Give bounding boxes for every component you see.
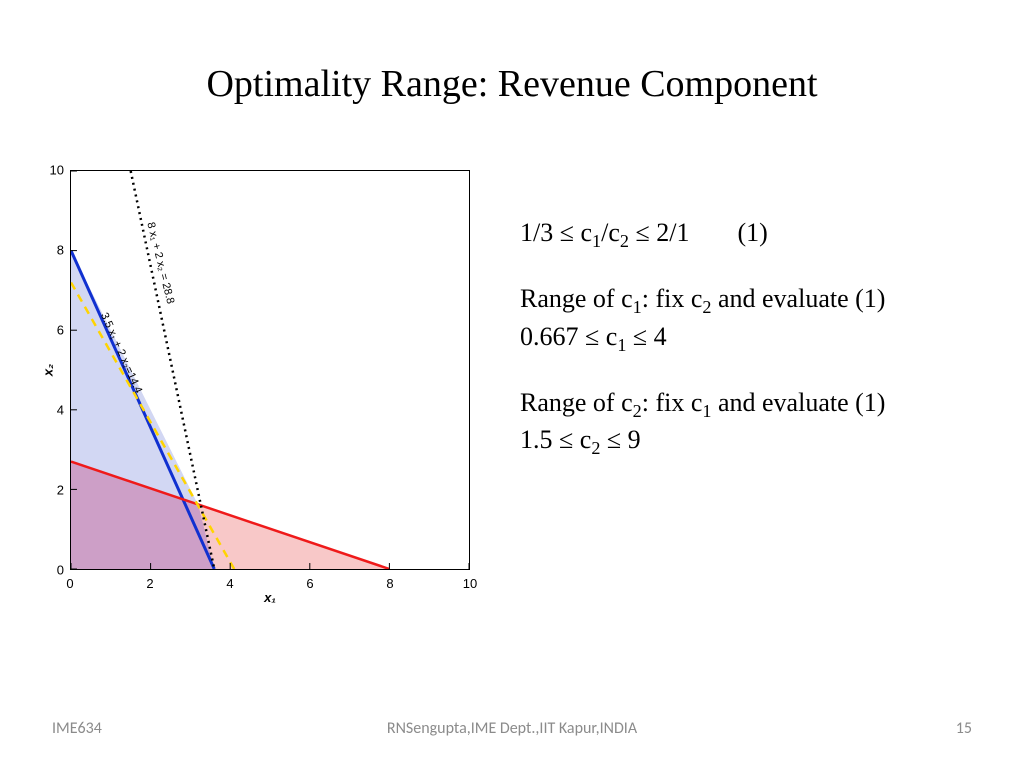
- footer-page-number: 15: [956, 719, 972, 738]
- ytick-0: 0: [57, 563, 64, 578]
- ytick-2: 2: [57, 483, 64, 498]
- slide-title: Optimality Range: Revenue Component: [0, 62, 1024, 106]
- range-c1: Range of c1: fix c2 and evaluate (1) 0.6…: [520, 282, 1020, 358]
- lp-chart: x₂ x₁ 8 x₁ + 2 x₂ = 28.83.5 x₁ + 2 x₂=14…: [70, 170, 470, 570]
- y-axis-label: x₂: [41, 364, 56, 376]
- ytick-10: 10: [50, 163, 64, 178]
- xtick-8: 8: [386, 576, 393, 591]
- xtick-0: 0: [66, 576, 73, 591]
- range-c2: Range of c2: fix c1 and evaluate (1) 1.5…: [520, 386, 1020, 462]
- inequality-1: 1/3 ≤ c1/c2 ≤ 2/1(1): [520, 216, 1020, 254]
- xtick-4: 4: [226, 576, 233, 591]
- ytick-8: 8: [57, 243, 64, 258]
- xtick-10: 10: [463, 576, 477, 591]
- ytick-4: 4: [57, 403, 64, 418]
- xtick-6: 6: [306, 576, 313, 591]
- ytick-6: 6: [57, 323, 64, 338]
- xtick-2: 2: [146, 576, 153, 591]
- constraint-annotation: 8 x₁ + 2 x₂ = 28.8: [144, 221, 176, 305]
- constraint-annotation: 3.5 x₁ + 2 x₂=14.4: [98, 311, 144, 395]
- plot-area: 8 x₁ + 2 x₂ = 28.83.5 x₁ + 2 x₂=14.4: [70, 170, 470, 570]
- equations-panel: 1/3 ≤ c1/c2 ≤ 2/1(1) Range of c1: fix c2…: [520, 216, 1020, 489]
- footer-author: RNSengupta,IME Dept.,IIT Kapur,INDIA: [0, 719, 1024, 738]
- x-axis-label: x₁: [264, 590, 276, 605]
